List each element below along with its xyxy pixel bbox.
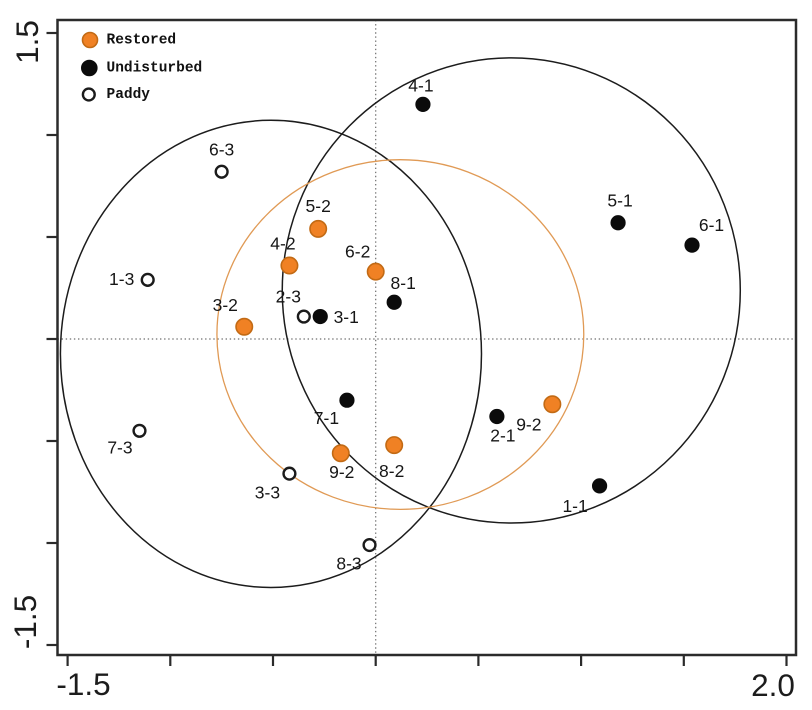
point-label-6-3: 6-3 [209,140,234,160]
legend-label-undisturbed: Undisturbed [107,61,203,77]
legend-label-restored: Restored [107,33,177,49]
group-ellipses [59,57,742,589]
point-restored-9-2 [331,444,350,463]
legend-paddy-open-circle-icon [81,87,96,102]
point-label-3-3: 3-3 [255,483,280,503]
point-paddy-6-3 [214,164,229,179]
point-restored-3-2 [235,317,254,336]
point-label-2-1: 2-1 [490,426,515,446]
point-restored-8-2 [385,436,404,455]
legend-undisturbed-filled-circle-icon [81,59,98,77]
point-label-3-2: 3-2 [213,295,238,315]
y-axis-ticks [46,31,58,647]
point-restored-9-2 [543,395,562,414]
legend: Restored Undisturbed Paddy [81,31,203,103]
point-paddy-2-3 [296,309,311,324]
point-paddy-3-3 [282,466,297,481]
y-axis-bottom-tick-label: -1.5 [7,595,43,649]
point-label-6-2: 6-2 [345,242,370,262]
point-label-4-1: 4-1 [408,75,433,95]
x-axis-right-tick-label: 2.0 [751,667,795,703]
legend-item-undisturbed: Undisturbed [81,59,203,77]
plot-frame [56,18,798,657]
point-paddy-1-3 [140,272,155,287]
x-axis-ticks [66,655,788,666]
point-labels: 5-2 4-2 6-2 3-2 9-2 9-2 8-2 4-1 5-1 6-1 8-1 3-1 7-1 2… [107,75,724,573]
legend-item-restored: Restored [81,31,177,49]
point-undisturbed-6-1 [684,237,700,253]
legend-restored-filled-circle-icon [81,31,99,49]
point-label-8-3: 8-3 [336,554,361,574]
point-label-8-1: 8-1 [391,273,416,293]
point-undisturbed-3-1 [312,308,328,325]
legend-item-paddy: Paddy [81,87,151,103]
point-label-9-2: 9-2 [516,414,541,434]
point-label-1-3: 1-3 [109,269,134,289]
point-label-9-2: 9-2 [329,462,354,482]
y-axis-top-tick-label: 1.5 [9,20,45,64]
point-undisturbed-4-1 [415,96,431,112]
group-ellipse-restored-middle [216,159,585,510]
legend-label-paddy: Paddy [107,87,151,103]
point-restored-6-2 [366,262,385,281]
point-undisturbed-8-1 [386,294,402,310]
point-label-5-1: 5-1 [607,191,632,211]
point-paddy-8-3 [362,537,377,553]
point-undisturbed-7-1 [339,392,355,408]
point-restored-5-2 [309,219,328,238]
point-label-1-1: 1-1 [562,496,587,516]
point-label-7-1: 7-1 [314,408,339,428]
point-label-6-1: 6-1 [699,215,724,235]
group-ellipse-undisturbed-right [281,57,742,524]
point-undisturbed-5-1 [610,215,626,231]
point-undisturbed-1-1 [591,478,608,494]
group-ellipse-paddy-left [59,119,483,589]
point-label-5-2: 5-2 [306,196,331,216]
point-restored-4-2 [280,256,299,275]
point-undisturbed-2-1 [489,408,505,425]
point-paddy-7-3 [132,423,147,438]
point-label-8-2: 8-2 [379,461,404,481]
point-label-4-2: 4-2 [270,234,295,254]
data-points [132,96,700,553]
point-label-2-3: 2-3 [276,287,301,307]
zero-reference-lines [57,20,796,655]
point-label-3-1: 3-1 [334,307,359,327]
point-label-7-3: 7-3 [107,437,132,457]
x-axis-left-tick-label: -1.5 [56,666,110,702]
